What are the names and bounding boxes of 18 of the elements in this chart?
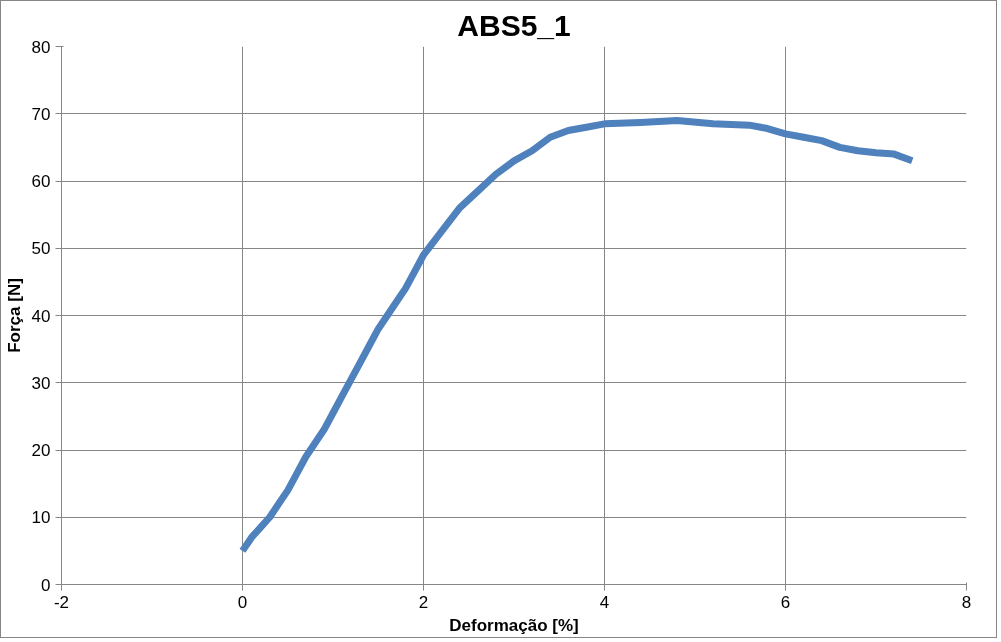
chart-title: ABS5_1 [457, 8, 571, 42]
y-tick-label: 80 [31, 37, 51, 57]
x-axis-title: Deformação [%] [449, 615, 579, 635]
y-tick-label: 0 [41, 575, 51, 595]
x-tick-label: 8 [961, 592, 972, 612]
y-tick-label: 70 [31, 104, 51, 124]
x-tick-label: 2 [418, 592, 429, 612]
y-tick-label: 20 [31, 441, 51, 460]
y-tick-label: 30 [31, 373, 51, 393]
y-axis-title: Força [N] [4, 278, 24, 353]
x-tick-label: 6 [780, 592, 791, 612]
y-tick-label: 60 [31, 172, 51, 191]
x-tick-label: 0 [237, 592, 248, 612]
y-tick-label: 40 [31, 306, 51, 326]
x-tick-label: -2 [53, 592, 70, 612]
y-tick-label: 50 [31, 239, 51, 259]
y-tick-label: 10 [31, 508, 51, 528]
x-tick-label: 4 [599, 592, 610, 612]
